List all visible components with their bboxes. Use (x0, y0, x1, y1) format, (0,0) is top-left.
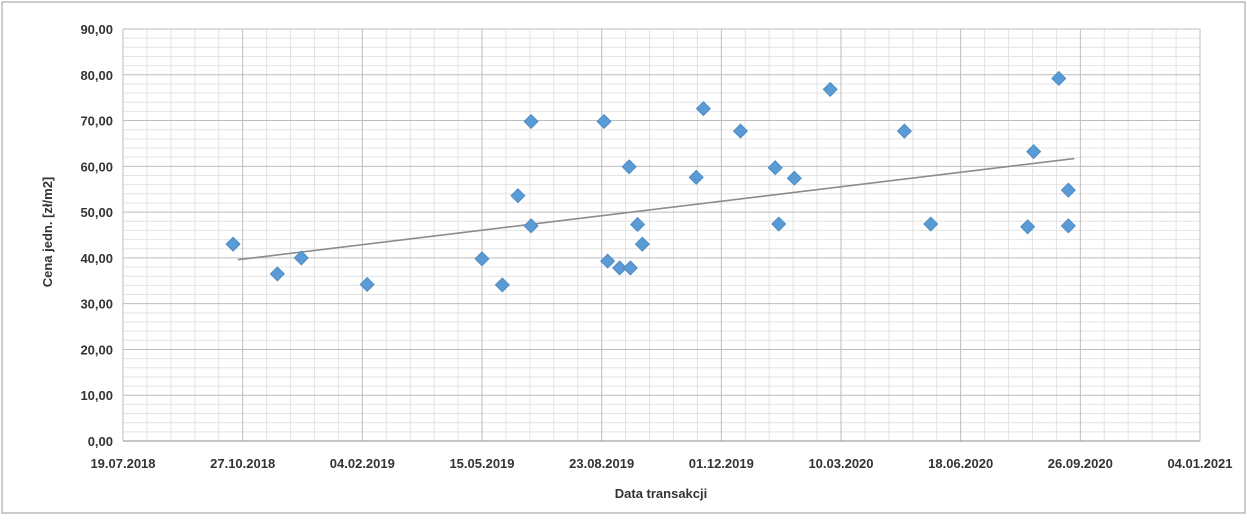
data-point (359, 276, 375, 293)
y-tick-label: 10,00 (80, 388, 113, 403)
x-tick-label: 19.07.2018 (90, 456, 155, 471)
x-axis-tick-labels: 19.07.2018 27.10.2018 04.02.2019 15.05.2019… (90, 456, 1232, 471)
data-point (494, 277, 510, 293)
data-point (621, 159, 637, 175)
data-point (1051, 70, 1067, 87)
data-point (269, 266, 285, 282)
major-gridlines (122, 28, 1201, 441)
data-point (225, 236, 241, 252)
data-point (596, 113, 612, 130)
data-point (695, 101, 711, 117)
y-tick-label: 0,00 (88, 434, 113, 449)
data-point (822, 81, 838, 97)
data-points (225, 70, 1076, 293)
x-tick-label: 26.09.2020 (1048, 456, 1113, 471)
x-tick-label: 04.02.2019 (330, 456, 395, 471)
trendline (237, 157, 1075, 261)
y-tick-label: 90,00 (80, 22, 113, 37)
x-tick-label: 04.01.2021 (1167, 456, 1232, 471)
data-point (923, 216, 939, 232)
data-point (732, 123, 749, 139)
data-point (786, 170, 802, 186)
y-axis-tick-labels: 0,00 10,00 20,00 30,00 40,00 50,00 60,00 70,00 8… (80, 22, 113, 449)
y-tick-label: 20,00 (80, 342, 113, 357)
x-axis-title: Data transakcji (615, 486, 708, 501)
y-tick-label: 50,00 (80, 205, 113, 220)
data-point (622, 260, 638, 276)
y-tick-label: 30,00 (80, 297, 113, 312)
data-point (474, 251, 490, 267)
y-tick-label: 70,00 (80, 114, 113, 129)
data-point (1060, 218, 1076, 234)
data-point (510, 188, 526, 204)
data-point (1060, 182, 1076, 198)
data-point (634, 236, 650, 252)
data-point (896, 123, 912, 139)
y-tick-label: 80,00 (80, 68, 113, 83)
x-tick-label: 23.08.2019 (569, 456, 634, 471)
y-tick-label: 60,00 (80, 159, 113, 174)
x-tick-label: 10.03.2020 (808, 456, 873, 471)
x-tick-label: 18.06.2020 (928, 456, 993, 471)
data-point (612, 260, 628, 276)
data-point (771, 216, 787, 232)
data-point (688, 169, 704, 185)
data-point (523, 113, 539, 130)
y-axis-title: Cena jedn. [zł/m2] (40, 177, 55, 288)
data-point (523, 218, 539, 234)
x-tick-label: 27.10.2018 (210, 456, 275, 471)
data-point (1026, 144, 1042, 160)
data-point (1020, 219, 1036, 235)
data-point (293, 250, 309, 266)
data-point (767, 160, 783, 176)
minor-gridlines (123, 29, 1200, 441)
data-point (600, 253, 616, 269)
data-point (630, 216, 646, 233)
x-tick-label: 01.12.2019 (689, 456, 754, 471)
y-tick-label: 40,00 (80, 251, 113, 266)
x-tick-label: 15.05.2019 (449, 456, 514, 471)
